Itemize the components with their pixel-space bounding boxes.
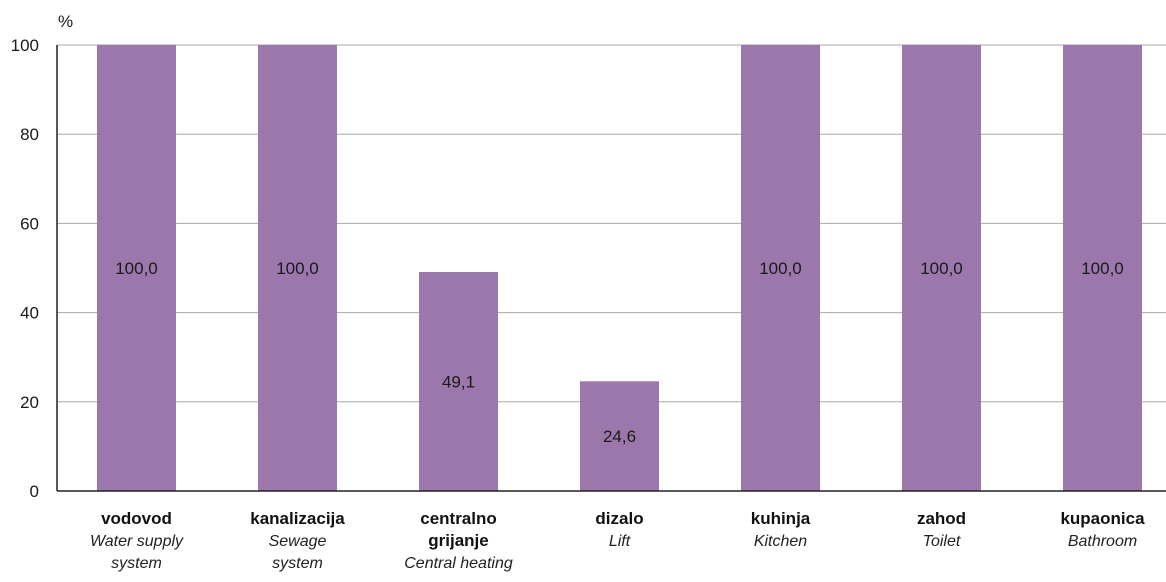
category-label-4-0: kuhinja: [751, 509, 811, 528]
gridlines: [57, 44, 1166, 403]
category-label-1-0: kanalizacija: [250, 509, 345, 528]
bar-6: [1063, 45, 1142, 491]
value-label-2: 49,1: [442, 373, 475, 392]
category-en-label-1-0: Sewage: [269, 533, 327, 550]
category-label-3-0: dizalo: [595, 509, 643, 528]
value-labels: 100,0 100,0 49,1 24,6 100,0 100,0 100,0: [115, 259, 1124, 446]
x-axis-labels: vodovod Water supply system kanalizacija Sew…: [90, 509, 1145, 572]
bar-5: [902, 45, 981, 491]
category-label-6-0: kupaonica: [1060, 509, 1145, 528]
value-label-5: 100,0: [920, 259, 963, 278]
category-en-label-3-0: Lift: [609, 533, 631, 550]
category-en-label-0-1: system: [111, 555, 162, 572]
bar-2: [419, 272, 498, 491]
value-label-4: 100,0: [759, 259, 802, 278]
bars: [97, 45, 1142, 491]
category-label-2-1: grijanje: [428, 531, 488, 550]
y-tick-label-80: 80: [20, 125, 39, 144]
category-label-5-0: zahod: [917, 509, 966, 528]
category-en-label-6-0: Bathroom: [1068, 533, 1137, 550]
category-label-2-0: centralno: [420, 509, 497, 528]
bar-4: [741, 45, 820, 491]
category-en-label-1-1: system: [272, 555, 323, 572]
y-axis-ticks: 0 20 40 60 80 100: [11, 36, 39, 501]
category-en-label-4-0: Kitchen: [754, 533, 807, 550]
bar-0: [97, 45, 176, 491]
value-label-6: 100,0: [1081, 259, 1124, 278]
y-tick-label-20: 20: [20, 393, 39, 412]
category-en-label-0-0: Water supply: [90, 533, 184, 550]
category-en-label-5-0: Toilet: [923, 533, 961, 550]
y-tick-label-0: 0: [30, 482, 39, 501]
value-label-3: 24,6: [603, 427, 636, 446]
bar-1: [258, 45, 337, 491]
category-en-label-2-0: Central heating: [404, 555, 513, 572]
y-tick-label-60: 60: [20, 214, 39, 233]
bar-3: [580, 381, 659, 491]
category-label-0-0: vodovod: [101, 509, 172, 528]
y-tick-label-40: 40: [20, 304, 39, 323]
value-label-0: 100,0: [115, 259, 158, 278]
y-tick-label-100: 100: [11, 36, 39, 55]
value-label-1: 100,0: [276, 259, 319, 278]
y-unit-label: %: [58, 12, 73, 31]
